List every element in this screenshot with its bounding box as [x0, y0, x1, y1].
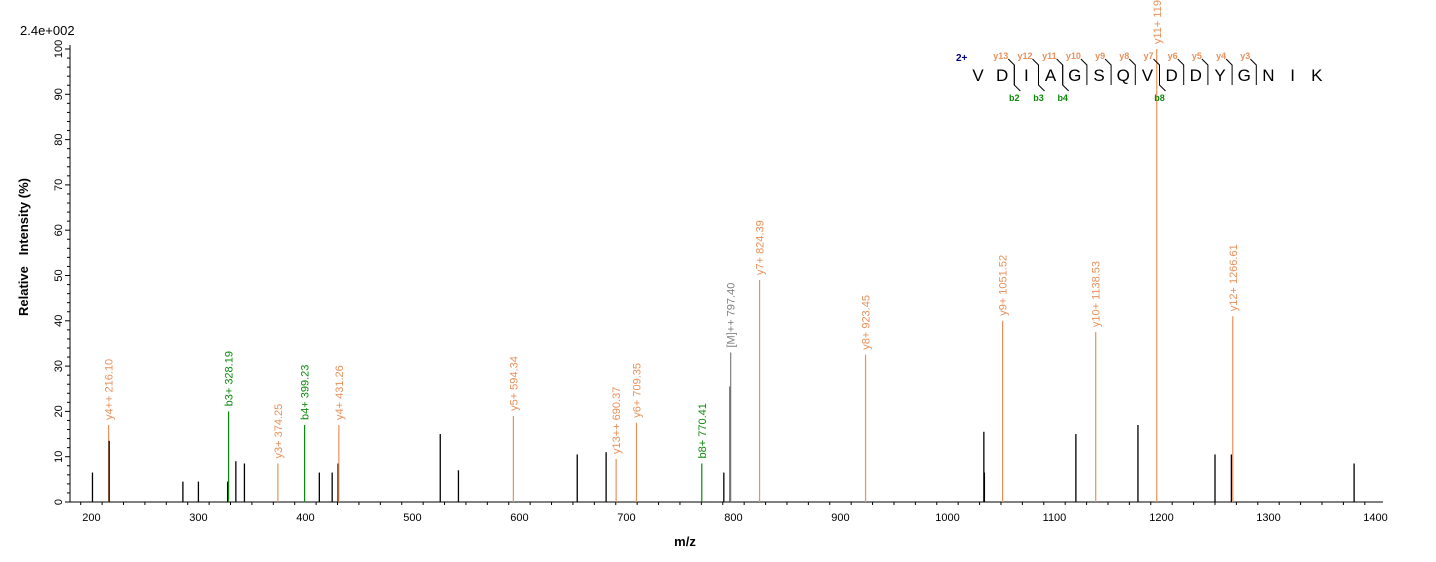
y-tick-label: 80 — [53, 133, 65, 145]
y-fragment-label: y8 — [1119, 51, 1129, 61]
y-fragment-marker — [1104, 58, 1112, 85]
x-tick-label: 500 — [403, 512, 421, 524]
peak-label: y6+ 709.35 — [631, 363, 643, 418]
y-tick-label: 30 — [53, 360, 65, 372]
b-fragment-marker — [1038, 65, 1045, 92]
y-tick-label: 10 — [53, 451, 65, 463]
y-fragment-label: y9 — [1095, 51, 1105, 61]
b-fragment-marker — [1062, 65, 1070, 92]
y-fragment-label: y10 — [1066, 51, 1081, 61]
x-tick-label: 700 — [617, 512, 635, 524]
y-fragment-marker — [1249, 58, 1257, 85]
x-tick-label: 1400 — [1363, 512, 1387, 524]
residue: D — [1190, 66, 1202, 85]
b-fragment-label: b4 — [1057, 93, 1068, 103]
y-fragment-marker — [1056, 58, 1064, 85]
residue: S — [1093, 66, 1104, 85]
b-fragment-marker — [1159, 65, 1166, 92]
peak-label: b4+ 399.23 — [300, 365, 312, 420]
residue: A — [1045, 66, 1057, 85]
y-fragment-marker — [1201, 58, 1209, 85]
residue: I — [1290, 66, 1295, 85]
peak-label: b8+ 770.41 — [697, 403, 709, 458]
intensity-scale-label: 2.4e+002 — [20, 23, 75, 38]
x-tick-label: 1200 — [1149, 512, 1173, 524]
peak-label: [M]++ 797.40 — [726, 283, 738, 348]
y-fragment-label: y3 — [1240, 51, 1250, 61]
peak-label: y5+ 594.34 — [508, 356, 520, 411]
x-tick-label: 800 — [724, 512, 742, 524]
y-tick-label: 0 — [53, 499, 65, 505]
residue: D — [1165, 66, 1177, 85]
residue: D — [996, 66, 1008, 85]
peak-label: y12+ 1266.61 — [1228, 244, 1240, 311]
peak-label: y9+ 1051.52 — [998, 255, 1010, 316]
residue: Q — [1117, 66, 1130, 85]
peak-label: y8+ 923.45 — [861, 295, 873, 350]
x-tick-label: 1000 — [935, 512, 959, 524]
y-tick-label: 60 — [53, 224, 65, 236]
y-fragment-marker — [1007, 58, 1015, 85]
y-fragment-marker — [1128, 58, 1136, 85]
x-tick-label: 1100 — [1043, 512, 1067, 524]
peak-label: y11+ 1195.57 — [1152, 0, 1164, 44]
b-fragment-label: b2 — [1009, 93, 1020, 103]
residue: G — [1068, 66, 1081, 85]
residue: Y — [1214, 66, 1225, 85]
y-tick-label: 50 — [53, 269, 65, 281]
x-tick-label: 600 — [510, 512, 528, 524]
peaks: y4++ 216.10 b3+ 328.19 y3+ 374.25 b4+ 399.2… — [91, 0, 1355, 502]
residue: V — [1142, 66, 1154, 85]
y-fragment-label: y11 — [1042, 51, 1057, 61]
y-fragment-marker — [1032, 58, 1039, 85]
y-fragment-label: y7 — [1143, 51, 1153, 61]
peak-label: y3+ 374.25 — [273, 404, 285, 459]
y-fragment-label: y5 — [1192, 51, 1202, 61]
b-fragment-label: b3 — [1033, 93, 1044, 103]
x-tick-label: 400 — [296, 512, 314, 524]
x-tick-label: 1300 — [1256, 512, 1280, 524]
residue: I — [1024, 66, 1029, 85]
y-fragment-label: y13 — [993, 51, 1008, 61]
x-tick-label: 900 — [831, 512, 849, 524]
y-tick-label: 100 — [53, 40, 65, 58]
residue: V — [972, 66, 984, 85]
y-fragment-marker — [1225, 58, 1233, 85]
b-fragment-marker — [1013, 65, 1021, 92]
y-fragment-marker — [1177, 58, 1185, 85]
x-tick-label: 200 — [82, 512, 100, 524]
x-tick-label: 300 — [189, 512, 207, 524]
residue: N — [1262, 66, 1274, 85]
residue: G — [1238, 66, 1251, 85]
y-tick-label: 90 — [53, 88, 65, 100]
peak-label: y4++ 216.10 — [104, 359, 116, 420]
y-fragment-label: y4 — [1216, 51, 1226, 61]
peak-label: y4+ 431.26 — [334, 365, 346, 420]
peak-label: y10+ 1138.53 — [1091, 261, 1103, 327]
axes: 0 10 20 30 40 50 60 70 80 90 100 200 300 400 500 600 700… — [53, 40, 1388, 524]
x-axis-title: m/z — [674, 534, 696, 549]
y-tick-label: 40 — [53, 315, 65, 327]
peak-label: y13++ 690.37 — [611, 387, 623, 454]
y-fragment-marker — [1080, 58, 1088, 85]
y-axis-title: Relative Intensity (%) — [16, 178, 31, 316]
y-fragment-label: y6 — [1168, 51, 1178, 61]
residue: K — [1311, 66, 1323, 85]
peak-label: b3+ 328.19 — [224, 351, 236, 406]
charge-state-label: 2+ — [956, 53, 968, 64]
y-fragment-label: y12 — [1017, 51, 1032, 61]
b-fragment-label: b8 — [1154, 93, 1165, 103]
y-tick-label: 20 — [53, 405, 65, 417]
peak-label: y7+ 824.39 — [755, 220, 767, 275]
y-tick-label: 70 — [53, 179, 65, 191]
